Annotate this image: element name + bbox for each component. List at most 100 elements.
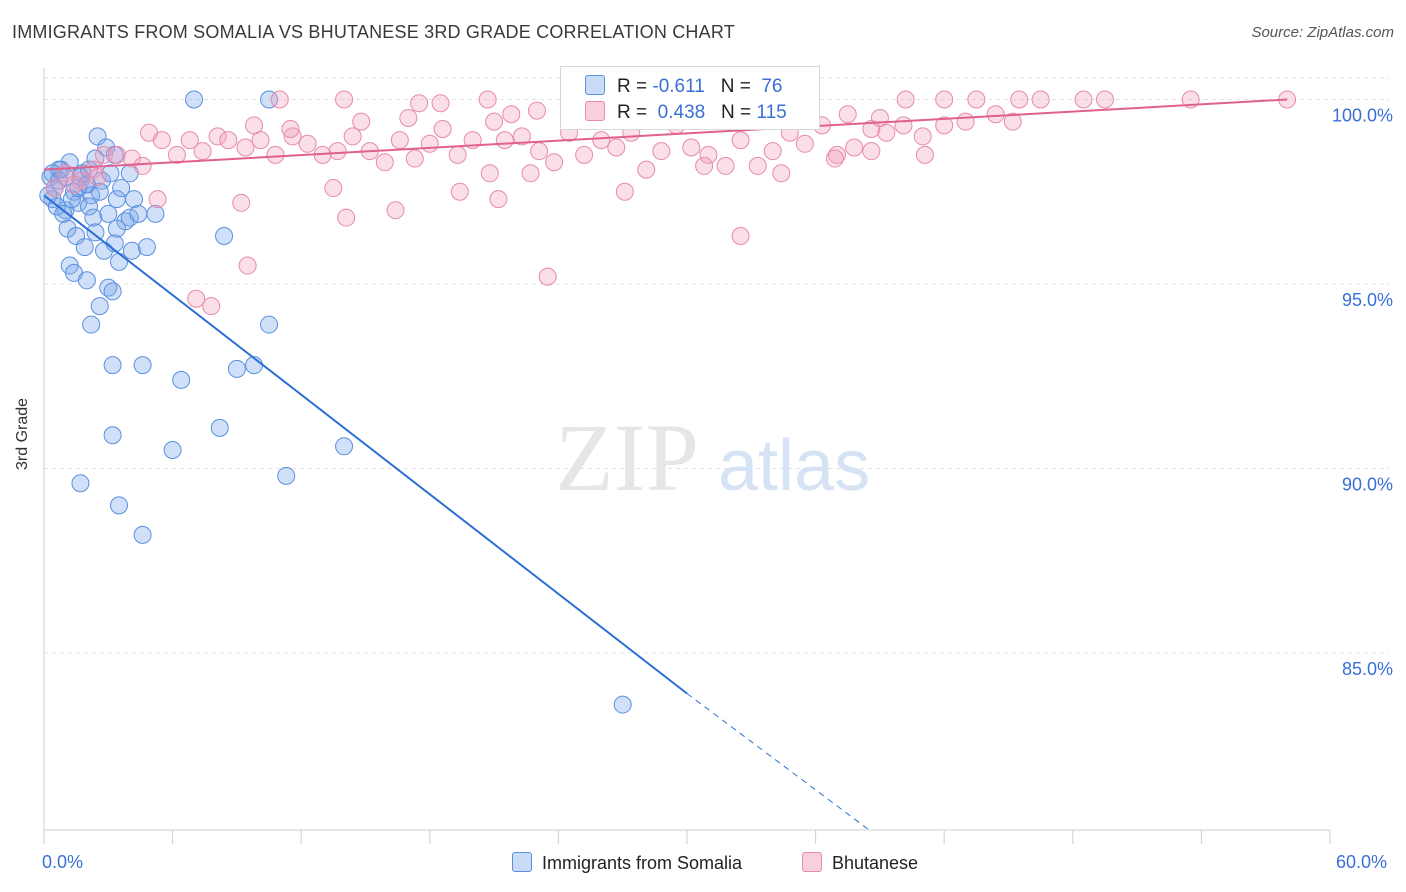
bhutanese-point (527, 101, 546, 120)
bhutanese-point (877, 123, 896, 142)
bhutanese-point (530, 142, 549, 161)
legend-row-somalia: R = -0.611 N = 76 (585, 75, 782, 99)
watermark-atlas: atlas (718, 426, 870, 506)
watermark-zip: ZIP (555, 404, 699, 511)
bhutanese-point (180, 131, 199, 150)
bhutanese-point (485, 112, 504, 131)
y-tick-label: 90.0% (1342, 474, 1393, 494)
bottom-legend-swatch-bhutanese (802, 852, 822, 872)
bhutanese-point (88, 167, 107, 186)
bottom-legend-label-somalia: Immigrants from Somalia (542, 853, 743, 873)
x-tick-label-max: 60.0% (1336, 852, 1388, 872)
bhutanese-point (95, 145, 114, 164)
legend-n-label: N = (721, 102, 757, 123)
somalia-trend-line (43, 194, 688, 695)
somalia-point (110, 496, 129, 515)
bhutanese-point (45, 179, 64, 198)
bottom-legend-somalia: Immigrants from Somalia (512, 852, 742, 874)
bhutanese-point (652, 142, 671, 161)
y-tick-label: 100.0% (1332, 106, 1393, 126)
bhutanese-point (545, 153, 564, 172)
bhutanese-point (281, 120, 300, 139)
bhutanese-point (193, 142, 212, 161)
somalia-point (60, 153, 79, 172)
bhutanese-point (716, 156, 735, 175)
somalia-point (146, 204, 165, 223)
somalia-point (172, 370, 191, 389)
somalia-point (210, 418, 229, 437)
bhutanese-point (894, 116, 913, 135)
bhutanese-point (283, 127, 302, 146)
somalia-point (103, 426, 122, 445)
y-tick-labels: 85.0% 90.0% 95.0% 100.0% (1332, 106, 1393, 679)
y-tick-label: 85.0% (1342, 659, 1393, 679)
bhutanese-point (448, 145, 467, 164)
bhutanese-point (335, 90, 354, 109)
bhutanese-point (986, 105, 1005, 124)
bhutanese-point (324, 179, 343, 198)
bhutanese-point (148, 190, 167, 209)
somalia-point (133, 356, 152, 375)
bhutanese-point (763, 142, 782, 161)
somalia-point (103, 356, 122, 375)
bhutanese-point (236, 138, 255, 157)
somalia-point (90, 297, 109, 316)
bhutanese-point (298, 134, 317, 153)
bhutanese-point (838, 105, 857, 124)
legend-r-value: -0.611 (652, 76, 705, 97)
somalia-point (335, 437, 354, 456)
bhutanese-point (405, 149, 424, 168)
legend-n-label: N = (720, 76, 757, 97)
somalia-point (215, 227, 234, 246)
bottom-legend-bhutanese: Bhutanese (802, 852, 918, 874)
somalia-point (77, 271, 96, 290)
somalia-trend-extension (686, 693, 870, 831)
bhutanese-point (107, 145, 126, 164)
somalia-point (86, 223, 105, 242)
bhutanese-point (915, 145, 934, 164)
somalia-point (103, 282, 122, 301)
bhutanese-point (1010, 90, 1029, 109)
somalia-point (120, 208, 139, 227)
legend-swatch-somalia (585, 75, 605, 95)
bhutanese-point (896, 90, 915, 109)
bhutanese-point (695, 156, 714, 175)
bhutanese-point (410, 94, 429, 113)
somalia-point (82, 315, 101, 334)
somalia-point (277, 466, 296, 485)
bhutanese-point (538, 267, 557, 286)
somalia-point (125, 190, 144, 209)
bhutanese-point (238, 256, 257, 275)
somalia-point (133, 525, 152, 544)
bhutanese-point (502, 105, 521, 124)
bhutanese-point (615, 182, 634, 201)
somalia-point (137, 238, 156, 257)
bottom-legend-swatch-somalia (512, 852, 532, 872)
bhutanese-point (122, 149, 141, 168)
legend-n-value: 76 (761, 76, 783, 97)
bhutanese-point (390, 131, 409, 150)
somalia-point (112, 179, 131, 198)
bhutanese-point (748, 156, 767, 175)
bhutanese-point (152, 131, 171, 150)
bhutanese-point (1003, 112, 1022, 131)
somalia-point (71, 474, 90, 493)
bhutanese-point (480, 164, 499, 183)
bhutanese-point (731, 131, 750, 150)
somalia-point (62, 190, 81, 209)
bhutanese-point (343, 127, 362, 146)
somalia-point (185, 90, 204, 109)
axis-layer (43, 68, 1331, 844)
somalia-point (613, 695, 632, 714)
bhutanese-point (682, 138, 701, 157)
bhutanese-point (133, 156, 152, 175)
bhutanese-point (337, 208, 356, 227)
somalia-point (107, 219, 126, 238)
bhutanese-point (495, 131, 514, 150)
bhutanese-point (478, 90, 497, 109)
bhutanese-point (386, 201, 405, 220)
bhutanese-point (270, 90, 289, 109)
bhutanese-point (1074, 90, 1093, 109)
bhutanese-point (521, 164, 540, 183)
somalia-point (39, 186, 58, 205)
